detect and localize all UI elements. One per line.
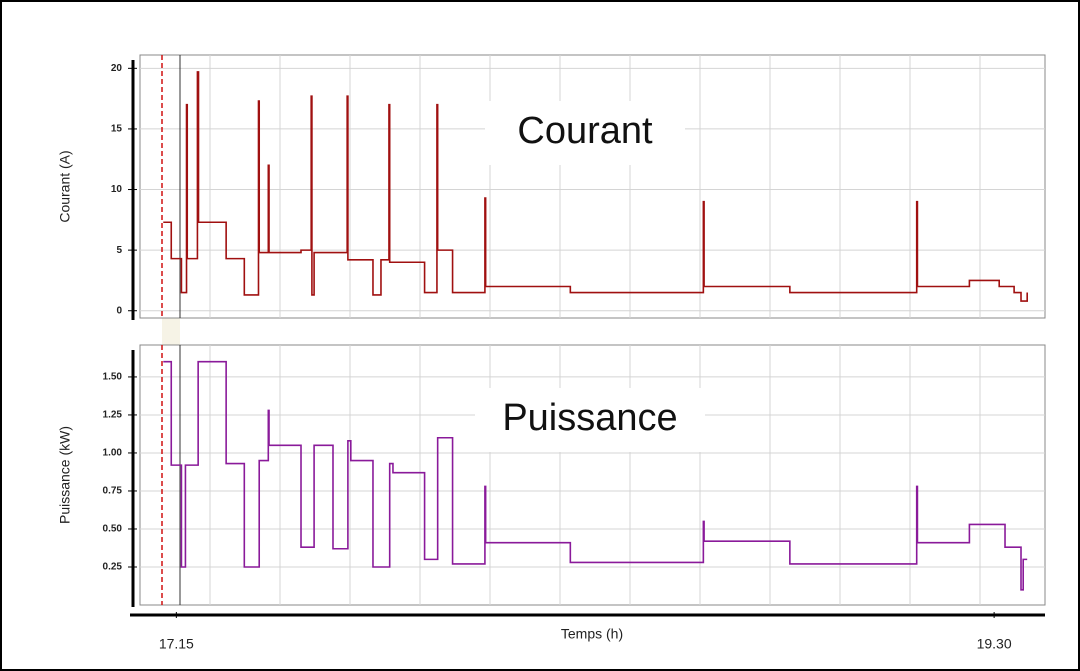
line: [163, 71, 1028, 302]
x-axis-label: Temps (h): [561, 626, 623, 642]
y-tick-label: 20: [111, 63, 123, 74]
y-tick-label: 10: [111, 184, 123, 195]
y-axis-label: Puissance (kW): [57, 426, 73, 524]
annotation-box: [485, 101, 685, 165]
y-tick-label: 1.25: [103, 410, 123, 421]
annotation: Courant: [517, 110, 653, 152]
y-tick-label: 0.50: [103, 524, 123, 535]
x-tick-label: 17.15: [159, 636, 194, 652]
annotation: Puissance: [502, 397, 677, 439]
y-tick-label: 0.25: [103, 562, 123, 573]
y-tick-label: 15: [111, 124, 123, 135]
plot-area: [139, 344, 1046, 606]
x-tick-label: 19.30: [977, 636, 1012, 652]
plot-area: [139, 54, 1046, 319]
y-tick-label: 0: [116, 305, 122, 316]
annotation-box: [475, 388, 705, 452]
y-tick-label: 5: [116, 245, 122, 256]
line: [163, 360, 1028, 591]
y-axis-label: Courant (A): [57, 150, 73, 222]
y-tick-label: 0.75: [103, 486, 123, 497]
y-tick-label: 1.00: [103, 448, 123, 459]
y-tick-label: 1.50: [103, 372, 123, 383]
